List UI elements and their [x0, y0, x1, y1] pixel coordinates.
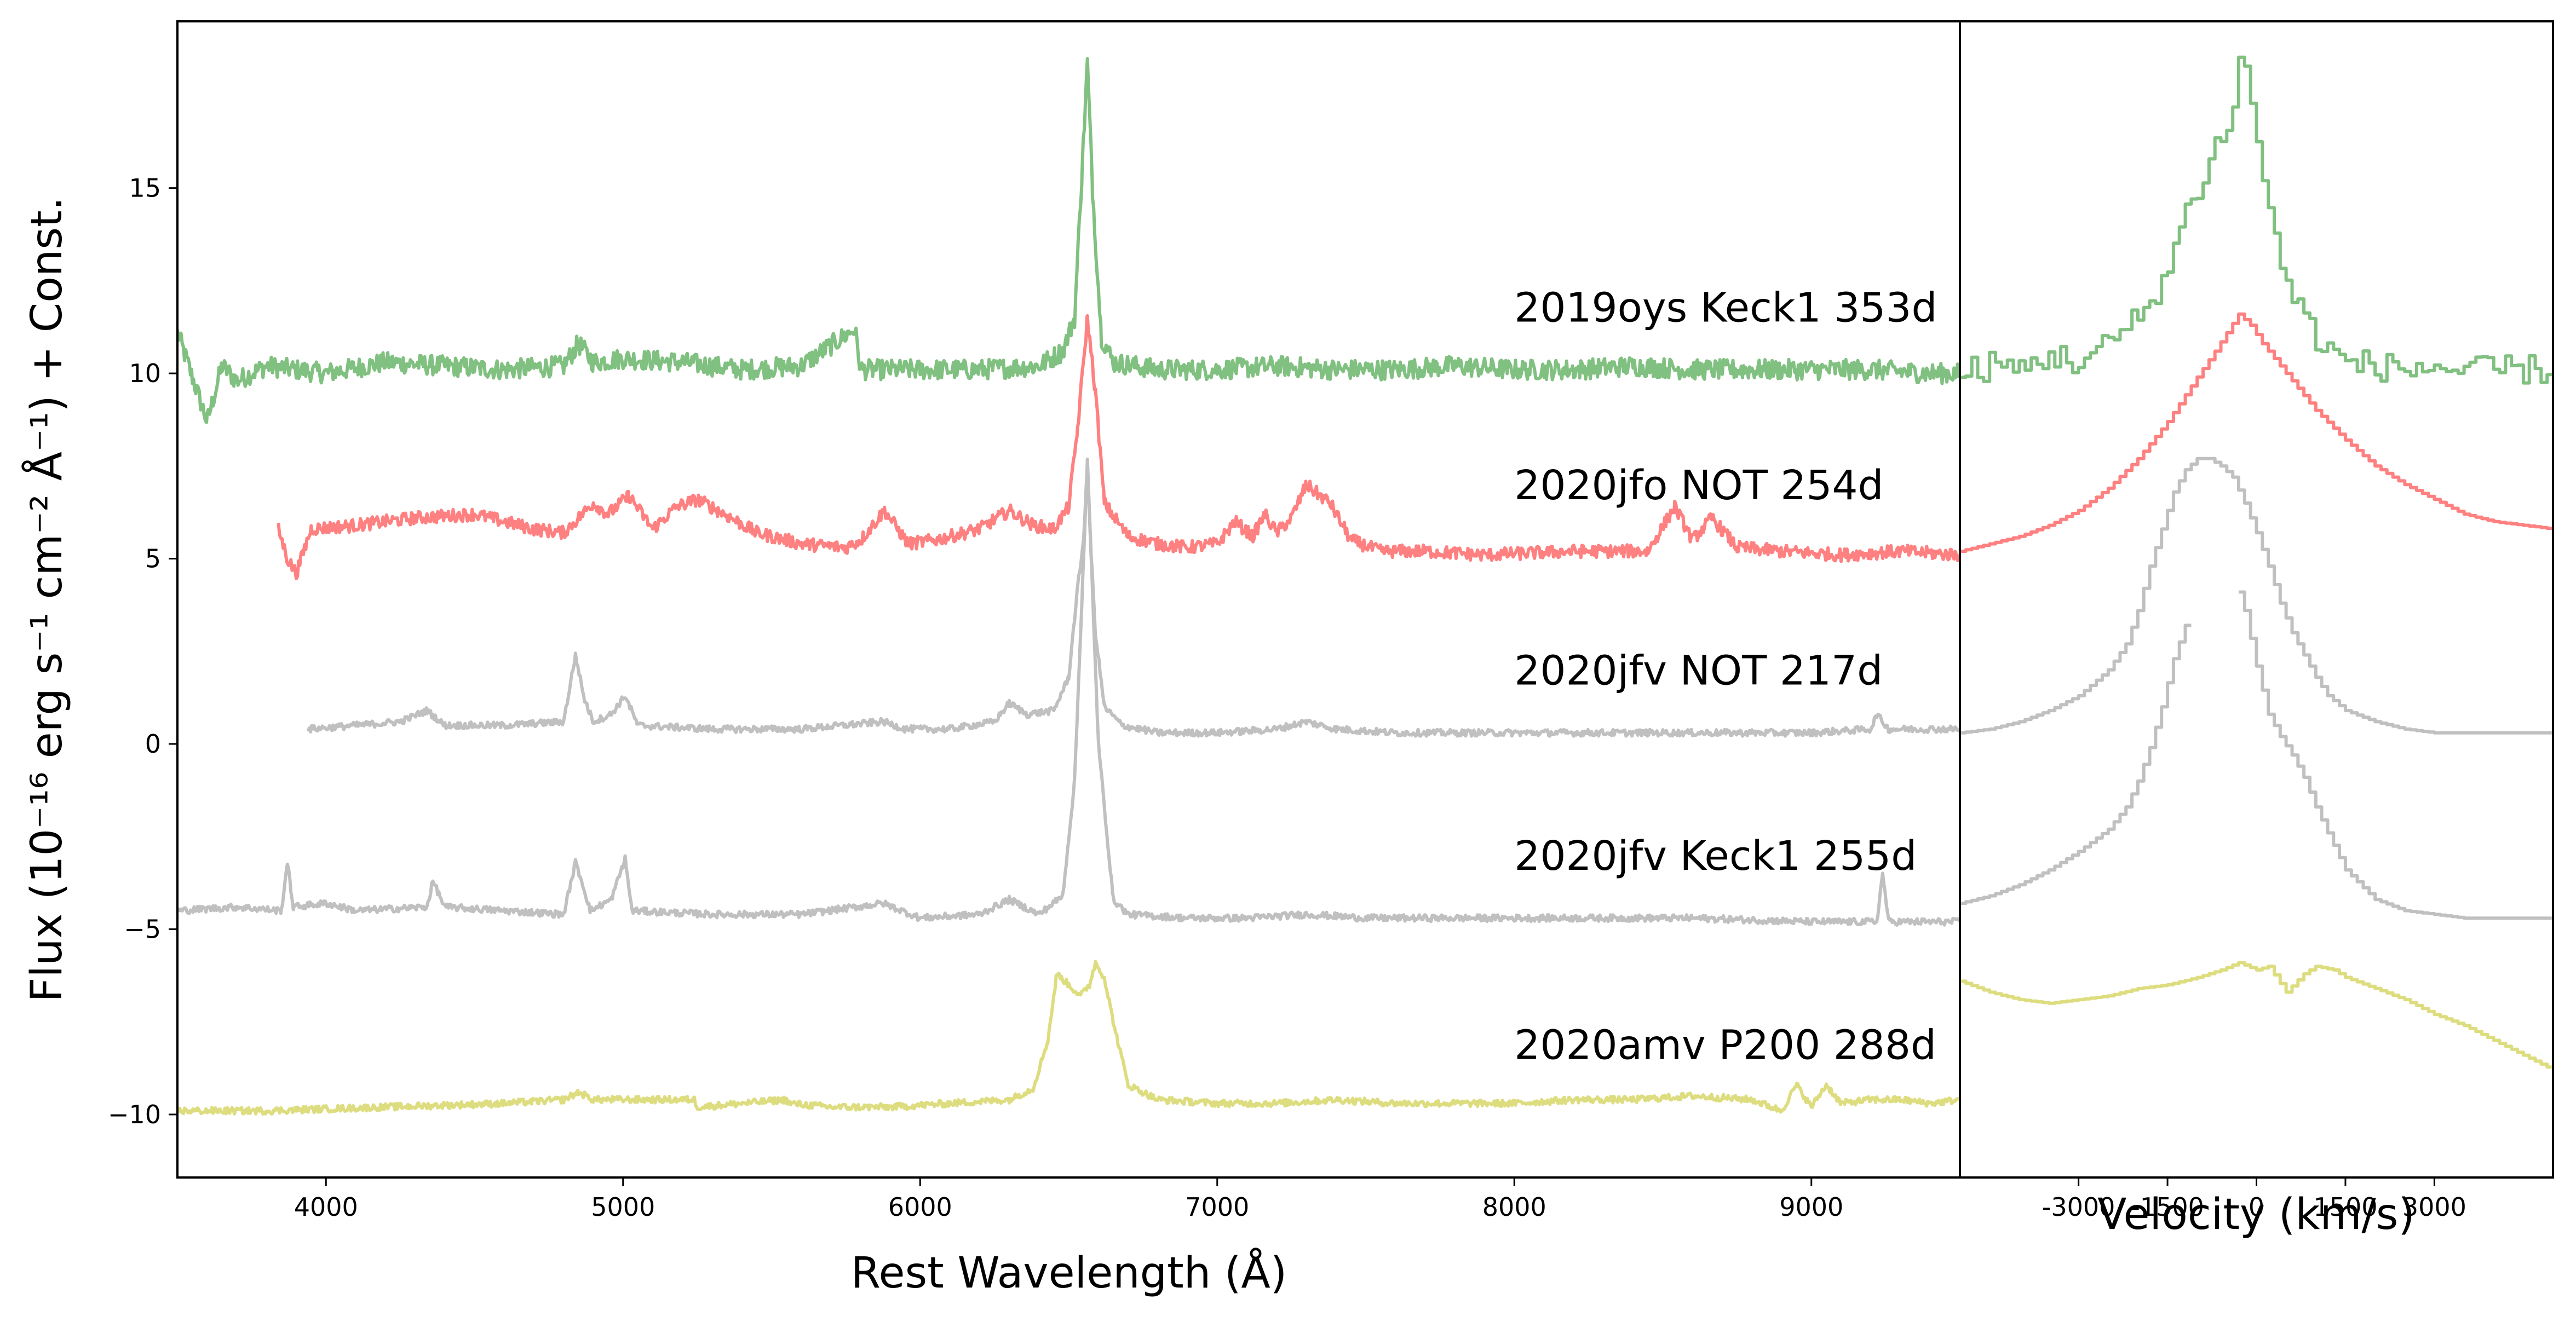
left-x-axis-ticks: 4000 5000 6000 7000 8000 9000 [294, 1177, 1843, 1222]
left-series-2 [306, 457, 1960, 738]
right-series-0 [1960, 55, 2553, 385]
left-x-axis-label: Rest Wavelength (Å) [851, 1248, 1287, 1298]
left-xtick-label: 5000 [591, 1192, 655, 1222]
right-series-1 [1960, 312, 2553, 553]
right-series-3-part-1 [2239, 590, 2553, 920]
left-xtick-label: 6000 [888, 1192, 952, 1222]
spectrum-label: 2020jfv Keck1 255d [1514, 833, 1917, 880]
spectrum-label: 2020amv P200 288d [1514, 1021, 1936, 1069]
right-xtick-label: 1500 [2313, 1192, 2377, 1222]
spectrum-label: 2020jfo NOT 254d [1514, 462, 1883, 509]
right-xtick-label: -1500 [2131, 1192, 2204, 1222]
left-spectrum-labels: 2019oys Keck1 353d 2020jfo NOT 254d 2020jf… [1514, 284, 1937, 1069]
ytick-label: 10 [129, 359, 161, 388]
right-x-axis-label: Velocity (km/s) [2097, 1190, 2415, 1239]
left-xtick-label: 7000 [1185, 1192, 1249, 1222]
left-xtick-label: 9000 [1779, 1192, 1843, 1222]
right-series-3-part-0 [1960, 624, 2192, 905]
left-y-axis-ticks: −10 −5 0 5 10 15 [108, 174, 177, 1129]
right-xtick-label: 3000 [2402, 1192, 2466, 1222]
right-spectra-lines [1960, 55, 2553, 1069]
left-series-0 [177, 57, 1960, 424]
left-plot-frame [176, 20, 1961, 1179]
ytick-label: 5 [145, 544, 161, 574]
spectrum-label: 2020jfv NOT 217d [1514, 648, 1883, 695]
right-xtick-label: 0 [2249, 1192, 2264, 1222]
y-axis-label: Flux (10⁻¹⁶ erg s⁻¹ cm⁻² Å⁻¹) + Const. [21, 197, 72, 1002]
left-panel-wavelength: 2019oys Keck1 353d 2020jfo NOT 254d 2020jf… [108, 20, 1961, 1222]
ytick-label: −5 [124, 914, 161, 944]
ytick-label: −10 [108, 1100, 161, 1129]
left-xtick-label: 4000 [294, 1192, 358, 1222]
left-series-3 [177, 459, 1960, 927]
right-plot-frame [1959, 20, 2554, 1179]
ytick-label: 0 [145, 729, 161, 759]
right-panel-velocity: -3000 -1500 0 1500 3000 [1959, 20, 2554, 1222]
ytick-label: 15 [129, 174, 161, 203]
spectrum-label: 2019oys Keck1 353d [1514, 284, 1937, 331]
right-x-axis-ticks: -3000 -1500 0 1500 3000 [2042, 1177, 2466, 1222]
right-series-4 [1960, 961, 2553, 1069]
right-xtick-label: -3000 [2042, 1192, 2115, 1222]
right-series-2 [1960, 457, 2553, 735]
left-spectra-lines [177, 57, 1960, 1116]
left-series-1 [277, 314, 1960, 580]
left-series-4 [177, 960, 1960, 1116]
left-xtick-label: 8000 [1482, 1192, 1546, 1222]
